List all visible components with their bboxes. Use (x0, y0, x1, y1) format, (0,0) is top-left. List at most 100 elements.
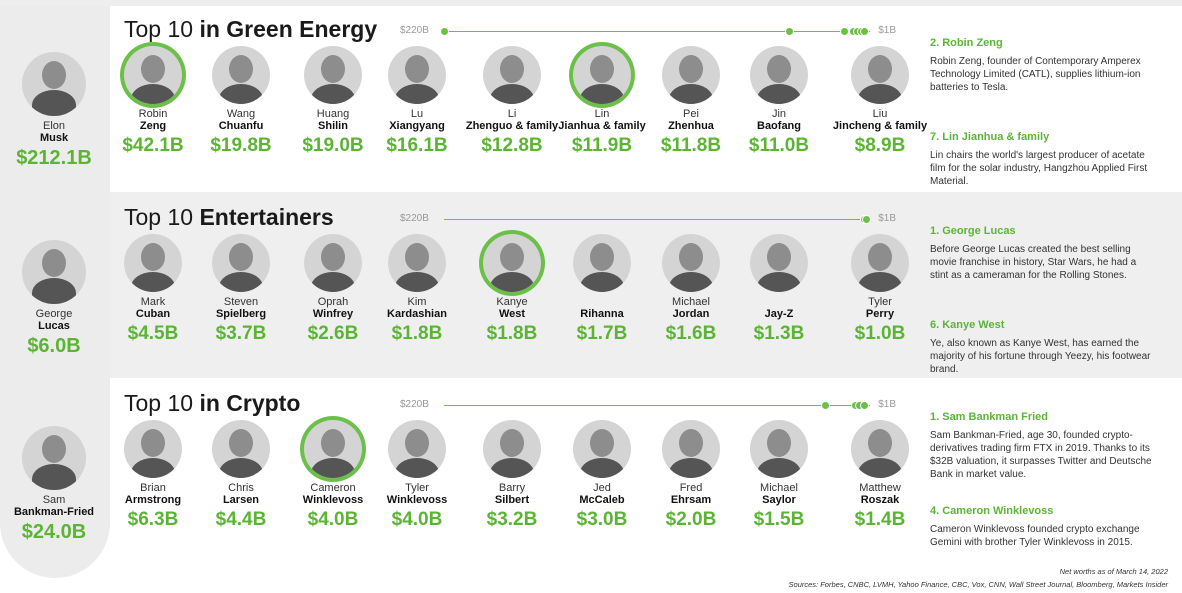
first-name (552, 296, 652, 308)
net-worth: $1.4B (854, 509, 906, 530)
person-card: Pei Zhenhua $11.8B (641, 46, 741, 157)
net-worth: $1.6B (665, 323, 717, 344)
net-worth: $4.0B (307, 509, 359, 530)
note-text: Ye, also known as Kanye West, has earned… (930, 338, 1151, 375)
portrait (388, 234, 446, 292)
net-worth: $11.8B (660, 135, 722, 156)
last-name: Saylor (762, 494, 796, 506)
portrait-body (858, 458, 902, 478)
last-name: Jincheng & family (832, 120, 928, 132)
portrait (483, 46, 541, 104)
first-name: Kim (407, 296, 427, 308)
portrait-body (311, 272, 355, 292)
first-name: Lin (594, 108, 610, 120)
first-name: Oprah (317, 296, 349, 308)
portrait (212, 234, 270, 292)
portrait-body (395, 84, 439, 104)
first-name: Kanye (496, 296, 528, 308)
last-name: Zhenguo & family (465, 120, 559, 132)
person-card: Chris Larsen $4.4B (191, 420, 291, 531)
net-worth: $6.3B (127, 509, 179, 530)
first-name: Sam (42, 494, 66, 506)
last-name: Perry (865, 308, 895, 320)
net-worth: $8.9B (854, 135, 906, 156)
last-name: Zeng (139, 120, 167, 132)
note-heading: 6. Kanye West (930, 319, 1005, 331)
portrait-body (669, 84, 713, 104)
note: 1. Sam Bankman Fried Sam Bankman-Fried, a… (930, 410, 1156, 481)
person-card: Jed McCaleb $3.0B (552, 420, 652, 531)
net-worth: $1.0B (854, 323, 906, 344)
portrait-head (500, 55, 524, 83)
section-title: Top 10 in Green Energy (124, 16, 377, 43)
person-card: Lin Jianhua & family $11.9B (552, 46, 652, 157)
top-divider (0, 0, 1182, 6)
section-title-plain: Top 10 (124, 390, 200, 416)
scale-max-label: $220B (400, 213, 429, 224)
portrait-head (767, 55, 791, 83)
net-worth: $11.0B (748, 135, 810, 156)
section-title: Top 10 in Crypto (124, 390, 300, 417)
portrait-body (131, 458, 175, 478)
portrait-body (395, 272, 439, 292)
first-name: Li (507, 108, 517, 120)
section-title-bold: in Crypto (199, 390, 301, 416)
scale-dot (859, 401, 869, 410)
portrait (22, 240, 86, 304)
section-title-plain: Top 10 (124, 204, 200, 230)
person-card: Li Zhenguo & family $12.8B (462, 46, 562, 157)
person-card: Steven Spielberg $3.7B (191, 234, 291, 345)
note-heading: 4. Cameron Winklevoss (930, 505, 1054, 517)
portrait-head (42, 435, 66, 463)
last-name: Winfrey (312, 308, 354, 320)
first-name: Steven (223, 296, 259, 308)
net-worth: $1.8B (391, 323, 443, 344)
net-worth-scale: $220B $1B (400, 25, 896, 39)
person-card: Rihanna $1.7B (552, 234, 652, 345)
portrait-head (42, 249, 66, 277)
net-worth-scale: $220B $1B (400, 399, 896, 413)
portrait-head (590, 429, 614, 457)
portrait (212, 46, 270, 104)
portrait-body (219, 84, 263, 104)
portrait-body (669, 458, 713, 478)
portrait (662, 420, 720, 478)
first-name: Michael (760, 482, 798, 494)
scale-dot (821, 401, 831, 410)
net-worth: $24.0B (21, 521, 87, 543)
section-title-bold: Entertainers (199, 204, 334, 230)
net-worth: $2.0B (665, 509, 717, 530)
first-name: Wang (226, 108, 256, 120)
portrait (483, 234, 541, 292)
portrait (573, 234, 631, 292)
portrait-head (141, 55, 165, 83)
person-card: Kanye West $1.8B (462, 234, 562, 345)
portrait-head (679, 243, 703, 271)
portrait-head (229, 243, 253, 271)
net-worth: $6.0B (27, 335, 81, 357)
person-card: Brian Armstrong $6.3B (103, 420, 203, 531)
note: 2. Robin Zeng Robin Zeng, founder of Cont… (930, 36, 1156, 94)
section-0: Top 10 in Green Energy $220B $1B Elon Musk $2… (0, 10, 1182, 196)
portrait-body (32, 278, 76, 304)
portrait-head (679, 429, 703, 457)
portrait-head (321, 243, 345, 271)
scale-dot (440, 27, 449, 36)
portrait-body (131, 272, 175, 292)
scale-min-label: $1B (878, 399, 896, 410)
portrait (851, 46, 909, 104)
scale-dot (861, 215, 871, 224)
net-worth-date: Net worths as of March 14, 2022 (1059, 567, 1168, 576)
section-2: Top 10 in Crypto $220B $1B Sam Bankman-Fried… (0, 384, 1182, 570)
portrait (750, 234, 808, 292)
portrait (573, 420, 631, 478)
person-card: Cameron Winklevoss $4.0B (283, 420, 383, 531)
last-name: West (498, 308, 526, 320)
portrait (124, 234, 182, 292)
portrait (388, 420, 446, 478)
portrait (750, 46, 808, 104)
last-name: Shilin (318, 120, 348, 132)
person-card: Huang Shilin $19.0B (283, 46, 383, 157)
scale-dot (859, 27, 869, 36)
person-card: Elon Musk $212.1B (4, 52, 104, 169)
